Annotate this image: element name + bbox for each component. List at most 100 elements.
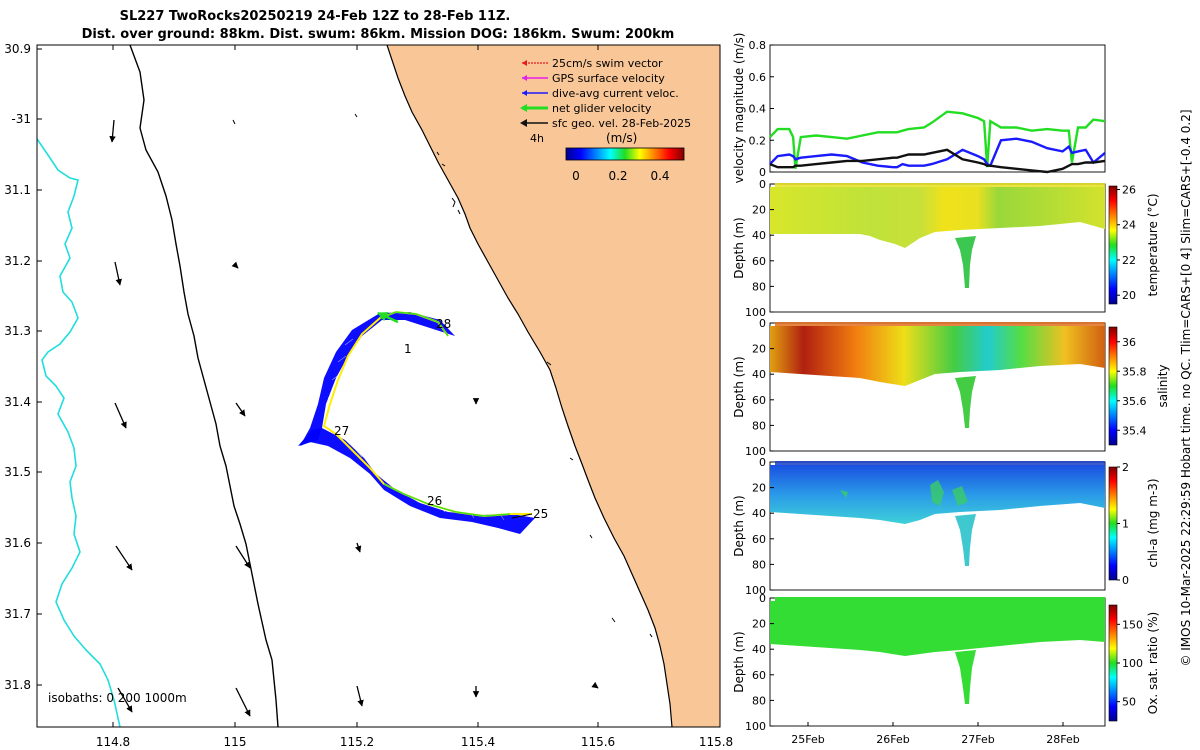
y-tick-label: 40 bbox=[752, 643, 766, 656]
y-tick-label: 60 bbox=[752, 255, 766, 268]
salinity-field bbox=[770, 326, 1105, 386]
colorbar-tick-label: 36 bbox=[1122, 336, 1136, 349]
legend-label: dive-avg current veloc. bbox=[552, 87, 679, 100]
day-label: 1 bbox=[404, 342, 412, 356]
legend-item: 25cm/s swim vector bbox=[522, 57, 663, 70]
lat-tick: 31.5 bbox=[4, 465, 31, 479]
time-tick: 25Feb bbox=[791, 733, 824, 746]
oxygen-colorbar bbox=[1108, 604, 1118, 722]
track-gps-tail bbox=[511, 513, 533, 519]
y-tick-label: 0.4 bbox=[749, 103, 767, 116]
lon-tick: 115 bbox=[224, 735, 247, 749]
day-label: 25 bbox=[533, 507, 548, 521]
lat-tick: 30.9 bbox=[4, 42, 31, 56]
velocity-series-group bbox=[769, 110, 1106, 174]
isobath-1000m bbox=[37, 138, 121, 727]
colorbar-tick-label: 35.8 bbox=[1122, 365, 1147, 378]
lat-tick: 31.4 bbox=[4, 395, 31, 409]
map-lon-axis: 114.8 115 115.2 115.4 115.6 115.8 bbox=[96, 45, 733, 749]
lat-tick: 31.1 bbox=[4, 183, 31, 197]
land-mass bbox=[387, 45, 720, 727]
chlorophyll-colorbar-ticks: 0 1 2 bbox=[1117, 461, 1129, 587]
velocity-ylabel: velocity magnitude (m/s) bbox=[732, 33, 746, 184]
colorbar-title: (m/s) bbox=[606, 131, 637, 145]
map-lat-axis: 30.9 -31 31.1 31.2 31.3 31.4 31.5 31.6 3… bbox=[4, 42, 42, 692]
lat-tick: 31.7 bbox=[4, 607, 31, 621]
y-tick-label: 60 bbox=[752, 669, 766, 682]
y-tick-label: 20 bbox=[752, 618, 766, 631]
map-frame bbox=[36, 44, 721, 728]
colorbar-tick-label: 35.6 bbox=[1122, 395, 1147, 408]
lon-tick: 115.6 bbox=[581, 735, 615, 749]
oxygen-field bbox=[770, 601, 1105, 656]
salinity-dots bbox=[775, 322, 1105, 326]
lat-tick: -31 bbox=[11, 112, 31, 126]
colorbar-tick-label: 2 bbox=[1122, 461, 1129, 474]
y-tick-label: 20 bbox=[752, 482, 766, 495]
y-tick-label: 60 bbox=[752, 533, 766, 546]
y-tick-label: 80 bbox=[752, 558, 766, 571]
velocity-chart: 0 0.2 0.4 0.6 0.8 velocity magnitude (m/s) bbox=[732, 33, 1106, 184]
temperature-colorbar-label: temperature (°C) bbox=[1146, 194, 1160, 297]
y-tick-label: 40 bbox=[752, 229, 766, 242]
lon-tick: 115.2 bbox=[340, 735, 374, 749]
lat-tick: 31.2 bbox=[4, 254, 31, 268]
y-tick-label: 60 bbox=[752, 394, 766, 407]
y-tick-label: 40 bbox=[752, 368, 766, 381]
y-tick-label: 80 bbox=[752, 280, 766, 293]
lat-tick: 31.8 bbox=[4, 678, 31, 692]
oxygen-plume bbox=[955, 650, 976, 704]
y-tick-label: 0 bbox=[759, 592, 766, 605]
temperature-y-axis: 0 20 40 60 80 100 bbox=[745, 178, 774, 319]
y-tick-label: 20 bbox=[752, 343, 766, 356]
time-tick: 26Feb bbox=[876, 733, 909, 746]
colorbar-tick-label: 100 bbox=[1122, 657, 1143, 670]
colorbar-tick-label: 26 bbox=[1122, 184, 1136, 197]
chlorophyll-patches bbox=[840, 480, 968, 506]
title-line-2: Dist. over ground: 88km. Dist. swum: 86k… bbox=[82, 27, 675, 42]
y-tick-label: 100 bbox=[745, 445, 766, 458]
colorbar-tick-label: 150 bbox=[1122, 618, 1143, 631]
series-line bbox=[769, 137, 1106, 169]
oxygen-colorbar-label: Ox. sat. ratio (%) bbox=[1146, 612, 1160, 714]
y-tick-label: 100 bbox=[745, 720, 766, 733]
salinity-y-axis: 0 20 40 60 80 100 bbox=[745, 317, 774, 458]
legend-item: sfc geo. vel. 28-Feb-2025 bbox=[520, 117, 691, 130]
oxygen-ylabel: Depth (m) bbox=[732, 631, 746, 692]
legend-label: net glider velocity bbox=[552, 102, 652, 115]
temperature-field bbox=[770, 187, 1105, 248]
chlorophyll-dots bbox=[775, 461, 1105, 465]
temperature-colorbar bbox=[1108, 185, 1118, 305]
lat-tick: 31.3 bbox=[4, 324, 31, 338]
time-tick: 28Feb bbox=[1046, 733, 1079, 746]
geo-arrow bbox=[591, 681, 599, 689]
temperature-dots bbox=[775, 183, 1105, 187]
chlorophyll-ylabel: Depth (m) bbox=[732, 495, 746, 556]
day-label: 28 bbox=[436, 317, 451, 331]
chlorophyll-colorbar-label: chl-a (mg m-3) bbox=[1146, 478, 1160, 567]
glider-track bbox=[298, 310, 535, 534]
time-axis: 25Feb 26Feb 27Feb 28Feb bbox=[791, 722, 1080, 746]
geo-arrow bbox=[235, 545, 251, 569]
salinity-colorbar-label: salinity bbox=[1156, 364, 1170, 407]
day-label: 26 bbox=[427, 494, 442, 508]
copyright-text: © IMOS 10-Mar-2025 22:29:59 Hobart time.… bbox=[1179, 109, 1193, 666]
legend-item: net glider velocity bbox=[520, 102, 652, 115]
track-net-velocity bbox=[379, 311, 511, 517]
net-velocity-arrow bbox=[377, 311, 399, 324]
legend-item: dive-avg current veloc. bbox=[522, 87, 679, 100]
salinity-plume bbox=[955, 376, 976, 428]
y-tick-label: 0.6 bbox=[749, 71, 767, 84]
legend-label: GPS surface velocity bbox=[552, 72, 665, 85]
geo-arrow bbox=[356, 685, 364, 707]
colorbar-tick-label: 35.4 bbox=[1122, 424, 1147, 437]
track-start-cusp bbox=[298, 428, 322, 446]
y-tick-label: 0 bbox=[759, 178, 766, 191]
map-legend: 25cm/s swim vector GPS surface velocity … bbox=[520, 57, 691, 183]
temperature-ylabel: Depth (m) bbox=[732, 217, 746, 278]
colorbar-tick-label: 1 bbox=[1122, 518, 1129, 531]
lat-tick: 31.6 bbox=[4, 536, 31, 550]
geo-arrow bbox=[355, 542, 362, 553]
y-tick-label: 80 bbox=[752, 694, 766, 707]
colorbar-tick-label: 0 bbox=[1122, 574, 1129, 587]
